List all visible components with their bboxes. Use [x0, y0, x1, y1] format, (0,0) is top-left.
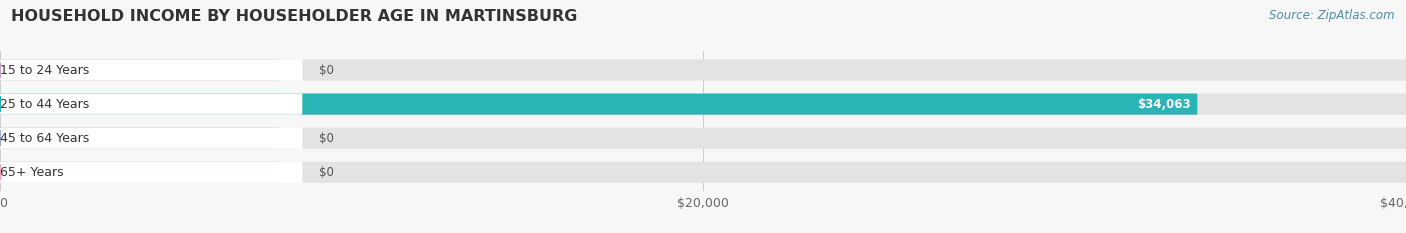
FancyBboxPatch shape — [0, 93, 302, 115]
Text: 45 to 64 Years: 45 to 64 Years — [0, 132, 89, 145]
FancyBboxPatch shape — [0, 128, 302, 149]
FancyBboxPatch shape — [0, 162, 1406, 183]
Text: $34,063: $34,063 — [1136, 98, 1191, 111]
Text: Source: ZipAtlas.com: Source: ZipAtlas.com — [1270, 9, 1395, 22]
FancyBboxPatch shape — [0, 162, 278, 183]
FancyBboxPatch shape — [0, 162, 302, 183]
FancyBboxPatch shape — [0, 93, 1198, 115]
FancyBboxPatch shape — [0, 93, 1406, 115]
FancyBboxPatch shape — [0, 128, 1406, 149]
Text: $0: $0 — [319, 166, 335, 179]
FancyBboxPatch shape — [0, 59, 1406, 81]
Text: HOUSEHOLD INCOME BY HOUSEHOLDER AGE IN MARTINSBURG: HOUSEHOLD INCOME BY HOUSEHOLDER AGE IN M… — [11, 9, 578, 24]
FancyBboxPatch shape — [0, 59, 278, 81]
FancyBboxPatch shape — [0, 128, 278, 149]
Text: 15 to 24 Years: 15 to 24 Years — [0, 64, 89, 76]
Text: 65+ Years: 65+ Years — [0, 166, 63, 179]
Text: $0: $0 — [319, 64, 335, 76]
Text: 25 to 44 Years: 25 to 44 Years — [0, 98, 89, 111]
FancyBboxPatch shape — [0, 59, 302, 81]
Text: $0: $0 — [319, 132, 335, 145]
